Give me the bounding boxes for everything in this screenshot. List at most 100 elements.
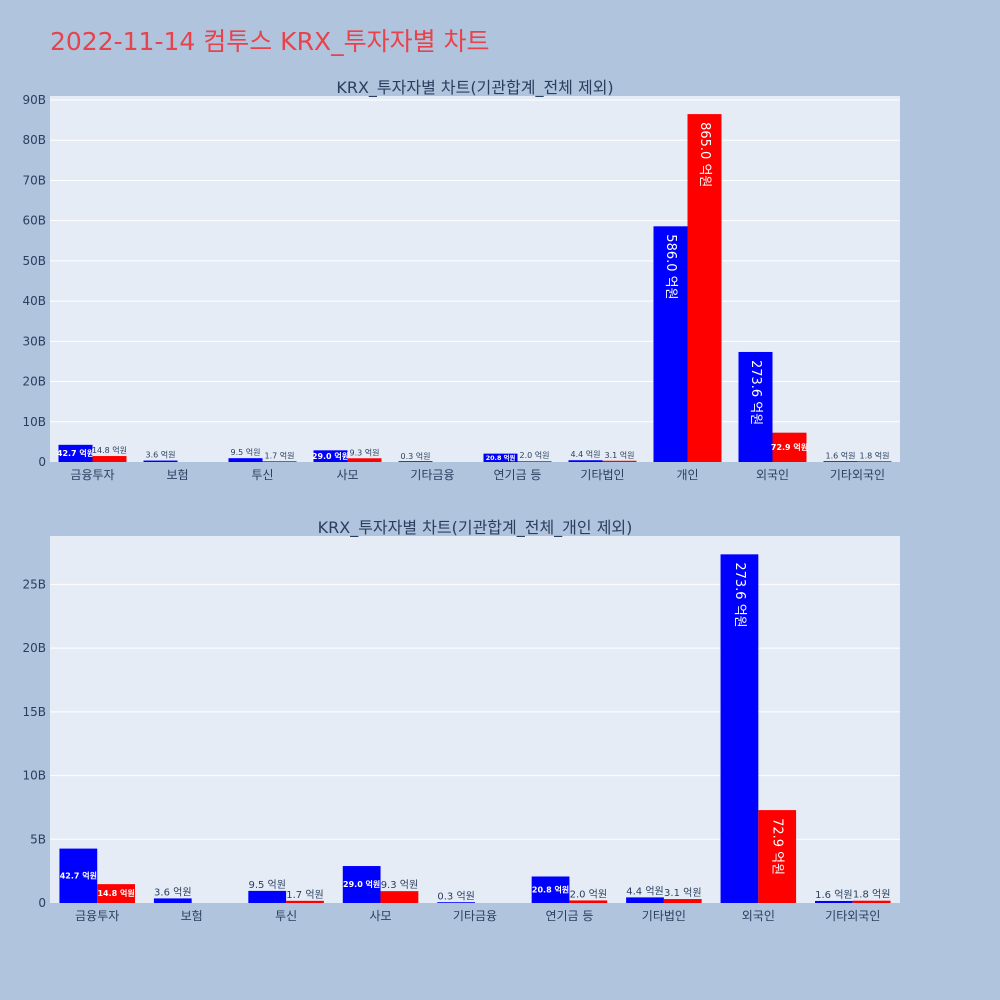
x-tick-label: 기타외국인	[825, 909, 880, 923]
bar-sell	[663, 899, 702, 903]
data-label: 3.1 억원	[664, 887, 701, 899]
bar-sell	[687, 114, 722, 462]
bar-buy	[815, 900, 853, 903]
bar-sell	[380, 891, 419, 903]
data-label: 865.0 억원	[697, 122, 712, 187]
chart-title: KRX_투자자별 차트(기관합계_전체_개인 제외)	[318, 518, 633, 538]
y-tick-label: 10B	[22, 415, 46, 429]
data-label: 9.3 억원	[381, 879, 418, 891]
y-tick-label: 40B	[22, 294, 46, 308]
x-tick-label: 금융투자	[75, 909, 119, 923]
data-label: 14.8 억원	[97, 888, 134, 898]
data-label: 4.4 억원	[571, 449, 601, 459]
x-tick-label: 개인	[676, 468, 698, 482]
bar-buy	[531, 876, 570, 903]
y-tick-label: 0	[38, 896, 46, 910]
bar-sell	[569, 900, 608, 903]
bar-buy	[738, 351, 773, 462]
x-tick-label: 보험	[166, 468, 188, 482]
bar-sell	[857, 461, 892, 462]
y-tick-label: 10B	[22, 769, 46, 783]
data-label: 1.8 억원	[853, 889, 890, 901]
bar-buy	[398, 461, 433, 462]
data-label: 72.9 억원	[771, 442, 808, 452]
bar-buy	[248, 890, 287, 903]
bar-sell	[517, 461, 552, 462]
data-label: 29.0 억원	[312, 451, 349, 461]
data-label: 9.5 억원	[248, 879, 285, 891]
x-tick-label: 보험	[181, 909, 203, 923]
y-tick-label: 0	[38, 455, 46, 469]
data-label: 42.7 억원	[60, 870, 97, 880]
x-tick-label: 외국인	[742, 909, 775, 923]
data-label: 9.5 억원	[231, 447, 261, 457]
y-tick-label: 80B	[22, 133, 46, 147]
data-label: 4.4 억원	[626, 885, 663, 897]
data-label: 1.6 억원	[826, 450, 856, 460]
data-label: 1.6 억원	[815, 889, 852, 901]
bar-buy	[143, 460, 178, 462]
y-tick-label: 15B	[22, 705, 46, 719]
data-label: 586.0 억원	[663, 234, 678, 299]
x-tick-label: 사모	[336, 468, 358, 482]
data-label: 3.1 억원	[605, 450, 635, 460]
bar-sell	[602, 460, 637, 462]
data-label: 9.3 억원	[350, 447, 380, 457]
data-label: 72.9 억원	[770, 818, 785, 875]
data-label: 2.0 억원	[570, 888, 607, 900]
y-tick-label: 5B	[30, 832, 46, 846]
x-tick-label: 기타금융	[410, 468, 454, 482]
x-tick-label: 기타법인	[580, 468, 624, 482]
x-tick-label: 연기금 등	[494, 468, 542, 482]
bar-buy	[626, 897, 664, 903]
page-title: 2022-11-14 컴투스 KRX_투자자별 차트	[50, 27, 490, 56]
bar-buy	[483, 453, 518, 462]
bar-buy	[653, 226, 688, 462]
x-tick-label: 연기금 등	[545, 909, 593, 923]
data-label: 2.0 억원	[520, 450, 550, 460]
data-label: 29.0 억원	[343, 879, 380, 889]
y-tick-label: 50B	[22, 254, 46, 268]
bar-buy	[720, 554, 759, 903]
y-tick-label: 20B	[22, 375, 46, 389]
data-label: 273.6 억원	[748, 360, 763, 425]
data-label: 3.6 억원	[146, 450, 176, 460]
chart-excluding-total-and-individual: 0 5B 10B 15B 20B 25B KRX_투자자별 차트(기관합계_전체_개인 제외…	[22, 518, 900, 923]
data-label: 20.8 억원	[532, 884, 569, 894]
bar-sell	[262, 461, 297, 462]
y-tick-label: 25B	[22, 577, 46, 591]
y-tick-label: 70B	[22, 173, 46, 187]
bar-buy	[153, 898, 192, 903]
x-tick-label: 사모	[370, 909, 392, 923]
x-tick-label: 외국인	[756, 468, 789, 482]
data-label: 1.8 억원	[860, 450, 890, 460]
data-label: 273.6 억원	[732, 562, 747, 627]
bar-sell	[286, 900, 324, 903]
bar-buy	[437, 902, 475, 903]
data-label: 1.7 억원	[286, 889, 323, 901]
data-label: 1.7 억원	[265, 450, 295, 460]
data-label: 42.7 억원	[57, 448, 94, 458]
bar-buy	[58, 444, 93, 462]
x-tick-label: 기타외국인	[830, 468, 885, 482]
chart-title: KRX_투자자별 차트(기관합계_전체 제외)	[336, 78, 613, 98]
bar-sell	[97, 884, 135, 903]
bar-buy	[342, 866, 381, 903]
bar-buy	[59, 848, 98, 903]
y-tick-label: 60B	[22, 214, 46, 228]
x-tick-label: 투신	[251, 468, 273, 482]
y-tick-label: 90B	[22, 93, 46, 107]
x-tick-label: 투신	[275, 909, 297, 923]
bar-buy	[313, 450, 348, 462]
x-tick-label: 금융투자	[70, 468, 114, 482]
chart-institutional-excluding-total: 0 10B 20B 30B 40B 50B 60B 70B 80B 90B KRX_투자자별 차트(…	[22, 78, 900, 482]
bar-buy	[823, 461, 858, 462]
bar-sell	[92, 456, 127, 462]
y-tick-label: 30B	[22, 334, 46, 348]
bar-sell	[772, 432, 807, 462]
bar-buy	[568, 460, 603, 462]
x-tick-label: 기타법인	[642, 909, 686, 923]
data-label: 0.3 억원	[437, 891, 474, 903]
data-label: 3.6 억원	[154, 886, 191, 898]
bar-buy	[228, 458, 263, 462]
